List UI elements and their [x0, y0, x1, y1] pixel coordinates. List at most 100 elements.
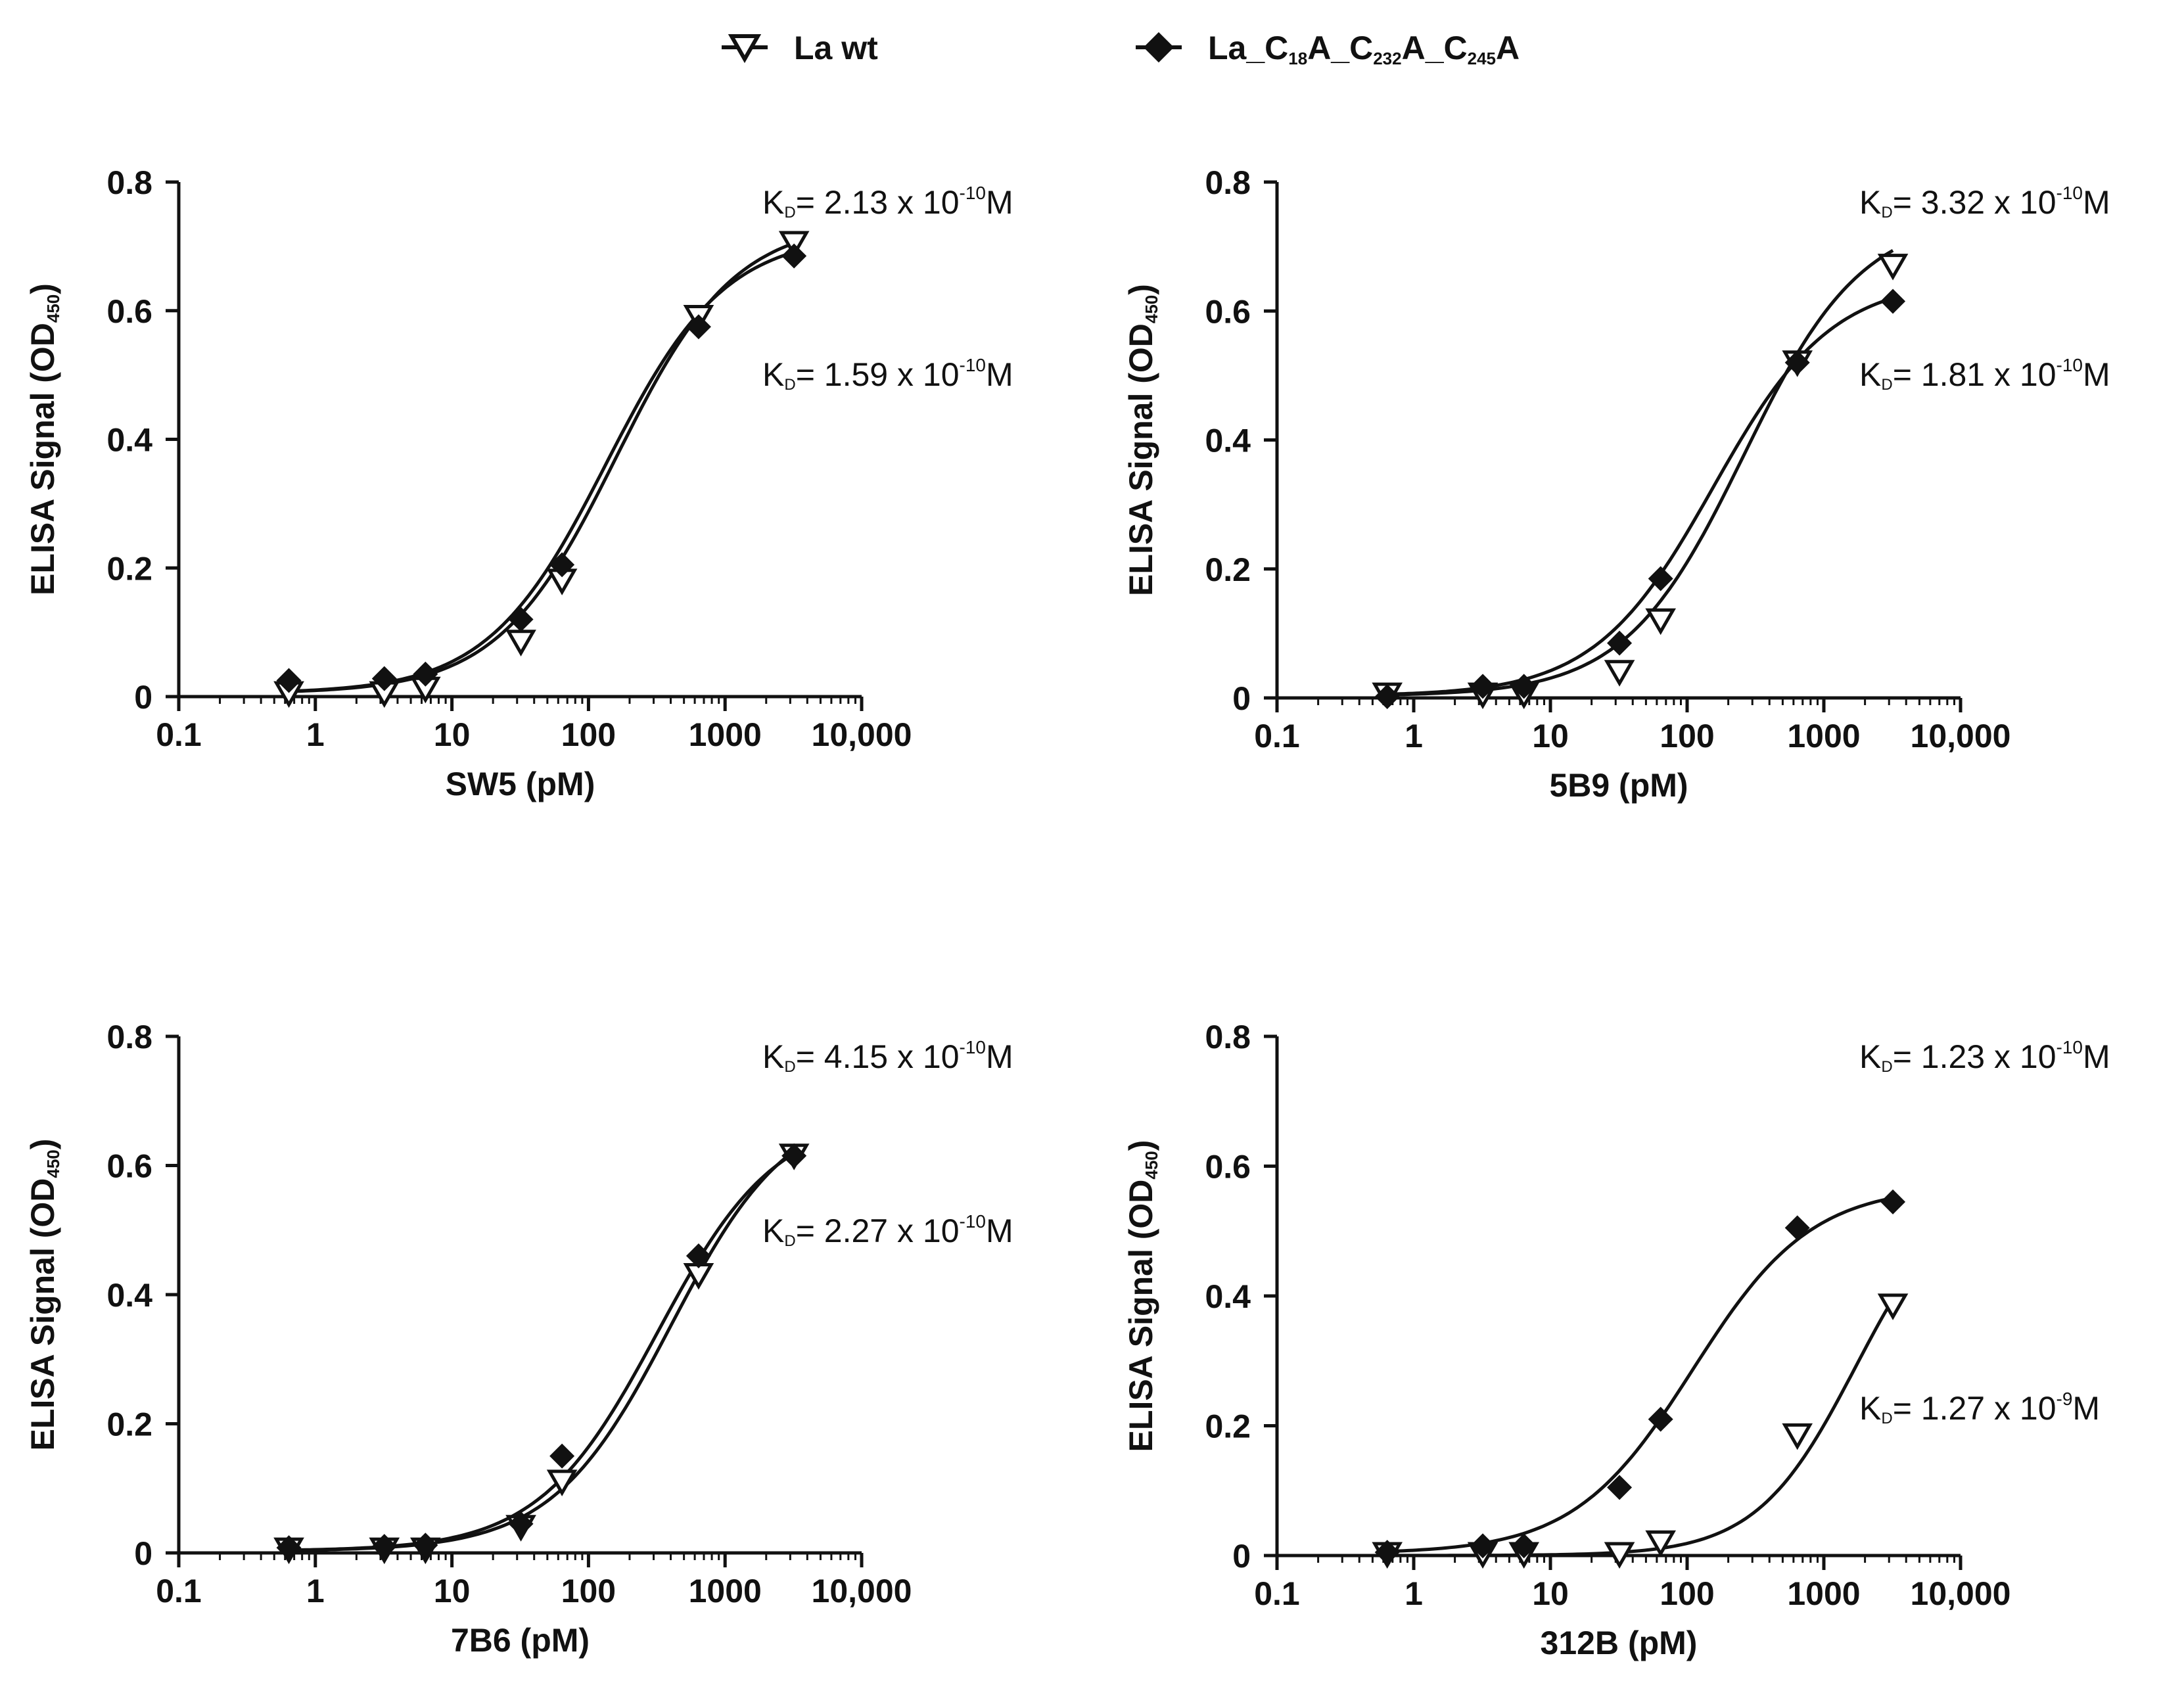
x-tick-label: 10: [434, 1573, 471, 1609]
legend-item-la-mutant: La_C18A_C232A_C245A: [1136, 30, 1520, 68]
x-tick-label: 1: [306, 716, 325, 753]
x-tick-label: 1000: [1787, 1575, 1860, 1612]
x-tick-label: 1000: [1787, 718, 1860, 754]
x-tick-label: 0.1: [1254, 1575, 1300, 1612]
y-tick-label: 0.4: [1205, 423, 1251, 459]
y-tick-label: 0: [1232, 1538, 1251, 1575]
y-axis-title: ELISA Signal (OD450): [1123, 284, 1161, 596]
y-tick-label: 0.4: [106, 422, 152, 459]
diamond-marker-icon: [1143, 32, 1174, 63]
data-point-diamond: [413, 1533, 438, 1558]
y-axis-title: ELISA Signal (OD450): [24, 1139, 63, 1451]
kd-annotation: KD= 1.27 x 10-9M: [1859, 1389, 2100, 1427]
y-tick-label: 0: [1232, 680, 1251, 717]
y-tick-label: 0: [134, 679, 152, 716]
y-tick-label: 0.2: [1205, 1408, 1251, 1445]
x-tick-label: 1000: [689, 1573, 762, 1609]
legend-subscript-232: 232: [1373, 49, 1401, 68]
data-point-diamond: [276, 668, 302, 693]
kd-annotation: KD= 2.13 x 10-10M: [762, 183, 1013, 221]
y-tick-label: 0.8: [106, 164, 152, 201]
x-tick-label: 10,000: [812, 716, 912, 753]
data-point-triangle: [1604, 660, 1635, 687]
data-point-diamond: [413, 661, 438, 687]
x-tick-label: 1: [1405, 718, 1423, 754]
data-point-diamond: [781, 243, 807, 269]
data-point-diamond: [1511, 674, 1537, 699]
data-point-diamond: [1470, 1533, 1496, 1559]
data-point-diamond: [685, 1243, 711, 1269]
kd-annotation: KD= 2.27 x 10-10M: [762, 1211, 1013, 1250]
fit-curve: [1387, 1298, 1895, 1558]
chart-panel: 0 0.2 0.4 0.6 0.8 0.1 1 10 100 1000 10,000 7B6 (pM)…: [24, 1019, 1013, 1659]
fit-curve: [289, 1152, 795, 1552]
kd-annotation: KD= 1.81 x 10-10M: [1859, 355, 2110, 394]
triangle-marker-icon: [728, 34, 762, 64]
kd-annotation: KD= 1.23 x 10-10M: [1859, 1037, 2110, 1076]
fit-curve: [289, 241, 795, 693]
legend-subscript-245: 245: [1468, 49, 1496, 68]
x-tick-label: 0.1: [156, 1573, 202, 1609]
data-point-diamond: [1784, 350, 1810, 375]
x-axis-title: 7B6 (pM): [451, 1622, 590, 1659]
chart-panel: 0 0.2 0.4 0.6 0.8 0.1 1 10 100 1000 10,000 SW5 (pM)…: [24, 164, 1013, 802]
chart-panel: 0 0.2 0.4 0.6 0.8 0.1 1 10 100 1000 10,000 5B9 (pM)…: [1123, 164, 2110, 804]
legend-subscript-18: 18: [1288, 49, 1307, 68]
x-tick-label: 100: [1660, 1575, 1714, 1612]
data-point-triangle: [1645, 608, 1677, 635]
data-point-diamond: [371, 1534, 397, 1559]
y-tick-label: 0.6: [106, 293, 152, 330]
y-tick-label: 0.4: [1205, 1278, 1251, 1315]
data-point-diamond: [549, 552, 575, 578]
data-point-triangle: [1645, 1530, 1677, 1558]
legend: La wt La_C18A_C232A_C245A: [722, 30, 1520, 68]
x-axis-title: SW5 (pM): [446, 766, 595, 802]
fit-curve: [289, 1149, 795, 1552]
data-point-triangle: [778, 231, 810, 258]
y-tick-label: 0.2: [106, 1406, 152, 1443]
x-tick-label: 10,000: [1911, 718, 2011, 754]
kd-annotation: KD= 1.59 x 10-10M: [762, 355, 1013, 394]
x-tick-label: 100: [561, 716, 616, 753]
x-tick-label: 10,000: [812, 1573, 912, 1609]
y-tick-label: 0.8: [1205, 1019, 1251, 1055]
x-tick-label: 0.1: [1254, 718, 1300, 754]
y-tick-label: 0.2: [1205, 551, 1251, 588]
fit-curve: [1387, 248, 1894, 697]
x-axis-title: 312B (pM): [1541, 1625, 1698, 1661]
x-tick-label: 1: [1405, 1575, 1423, 1612]
data-point-triangle: [1877, 254, 1909, 281]
data-point-diamond: [1607, 1475, 1633, 1500]
data-point-diamond: [371, 666, 397, 691]
data-point-triangle: [1782, 1423, 1813, 1450]
data-point-diamond: [1374, 1540, 1400, 1565]
kd-annotation: KD= 4.15 x 10-10M: [762, 1037, 1013, 1076]
data-point-triangle: [1604, 1542, 1635, 1569]
y-tick-label: 0.8: [1205, 164, 1251, 201]
fit-curve: [1387, 296, 1894, 696]
y-tick-label: 0.8: [106, 1019, 152, 1055]
y-tick-label: 0.2: [106, 550, 152, 587]
x-tick-label: 1: [306, 1573, 325, 1609]
x-tick-label: 100: [561, 1573, 616, 1609]
data-point-triangle: [546, 1469, 578, 1496]
x-tick-label: 100: [1660, 718, 1714, 754]
x-tick-label: 10: [1532, 1575, 1569, 1612]
data-point-diamond: [1470, 674, 1496, 699]
y-axis-title: ELISA Signal (OD450): [24, 283, 63, 595]
data-point-diamond: [781, 1143, 807, 1168]
data-point-diamond: [685, 314, 711, 340]
fit-curve: [289, 250, 795, 693]
x-tick-label: 0.1: [156, 716, 202, 753]
legend-label-la-wt: La wt: [794, 30, 878, 66]
x-tick-label: 1000: [689, 716, 762, 753]
y-tick-label: 0.6: [1205, 293, 1251, 330]
data-point-diamond: [1784, 1215, 1810, 1241]
y-axis-title: ELISA Signal (OD450): [1123, 1140, 1161, 1452]
data-point-diamond: [276, 1535, 302, 1561]
data-point-diamond: [1648, 1406, 1673, 1432]
kd-annotation: KD= 3.32 x 10-10M: [1859, 183, 2110, 221]
x-axis-title: 5B9 (pM): [1549, 767, 1688, 804]
